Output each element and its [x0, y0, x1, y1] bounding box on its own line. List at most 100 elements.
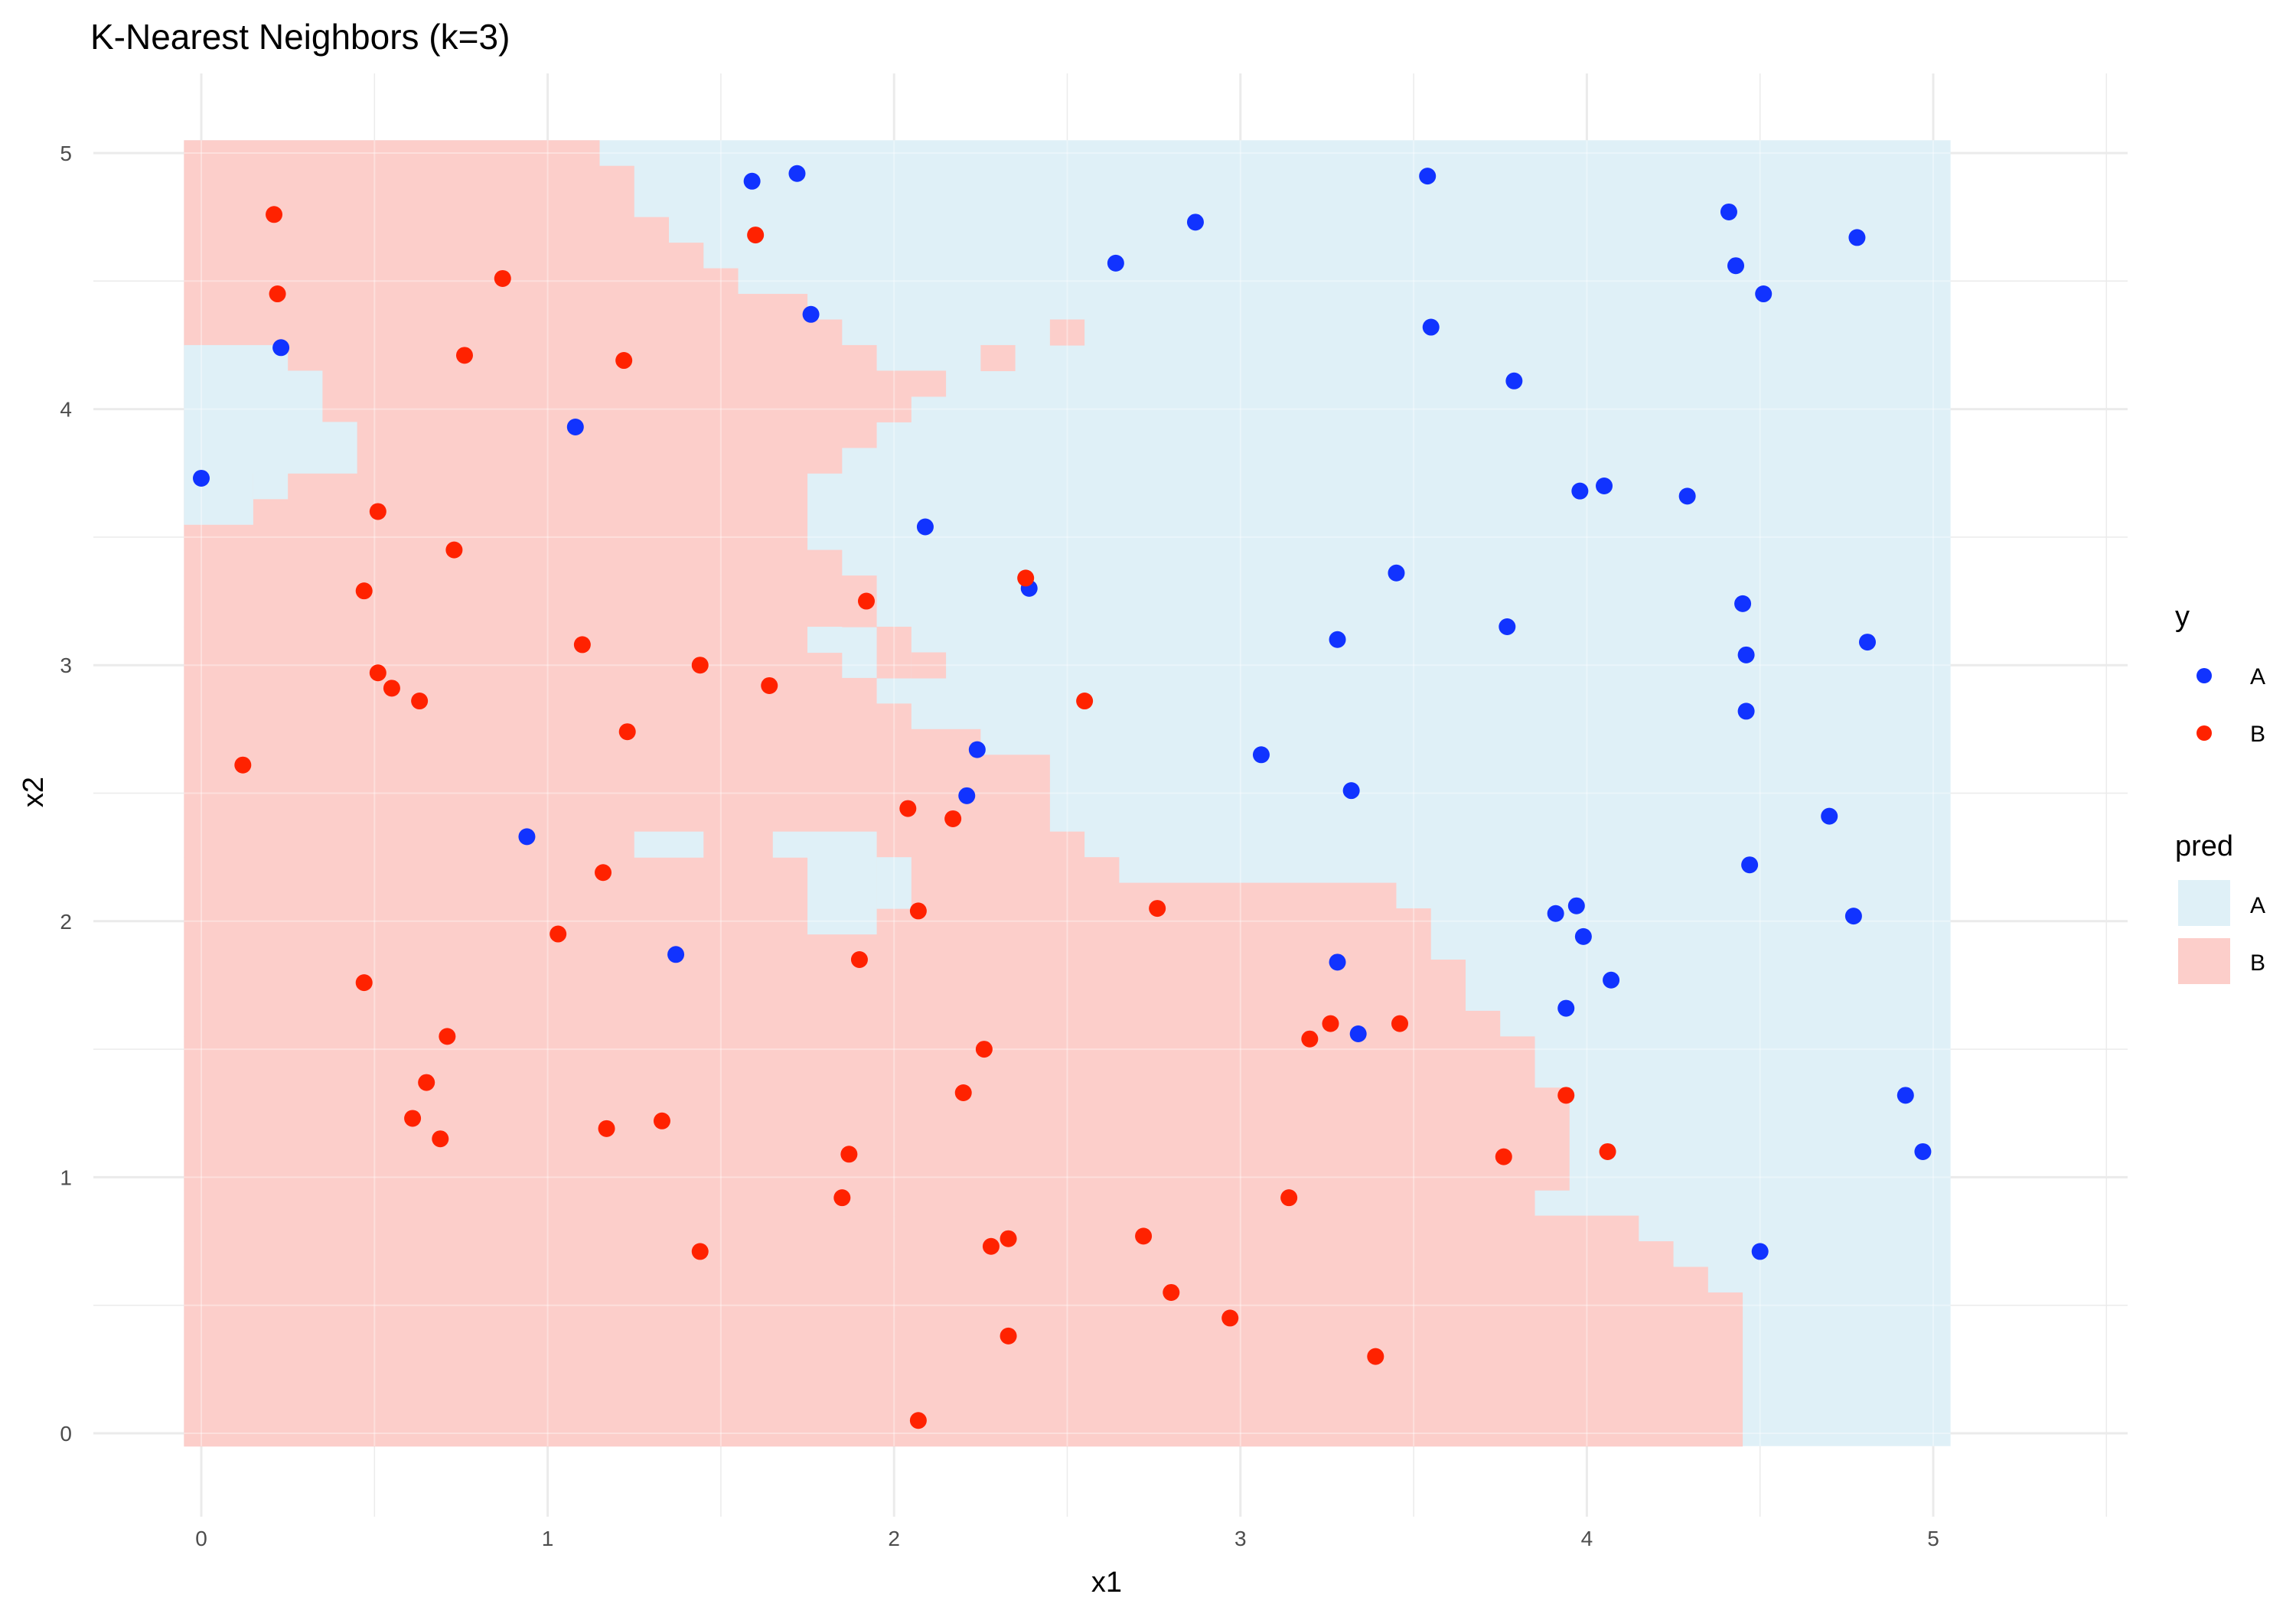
- region-b-cell: [184, 524, 808, 551]
- x-axis-title: x1: [1091, 1566, 1122, 1599]
- point-class-b: [369, 664, 386, 682]
- point-class-b: [1391, 1015, 1408, 1032]
- y-axis-ticks: 0 1 2 3 4 5: [60, 142, 72, 1446]
- region-a-cell: [184, 370, 323, 422]
- point-class-a: [1914, 1143, 1932, 1160]
- point-class-b: [899, 800, 917, 817]
- point-class-b: [1495, 1148, 1512, 1165]
- point-class-b: [369, 503, 386, 520]
- point-class-b: [982, 1237, 1000, 1255]
- point-class-a: [1821, 807, 1838, 825]
- region-b-cell: [184, 857, 1120, 884]
- point-class-b: [761, 676, 778, 694]
- point-class-b: [975, 1041, 993, 1058]
- region-b-cell: [184, 165, 634, 218]
- point-class-b: [1163, 1283, 1180, 1301]
- legend-y-a-marker: [2197, 668, 2212, 683]
- region-b-cell: [184, 1215, 1639, 1242]
- region-b-cell: [184, 1318, 1743, 1447]
- point-class-a: [1720, 203, 1737, 220]
- point-class-a: [1107, 254, 1124, 272]
- region-b-cell: [184, 677, 877, 704]
- point-class-b: [595, 864, 612, 882]
- point-class-b: [455, 347, 473, 364]
- point-class-a: [1571, 482, 1589, 500]
- point-class-b: [266, 206, 283, 223]
- point-class-b: [944, 810, 962, 827]
- legend-pred-a-label: A: [2250, 893, 2265, 918]
- x-tick-label: 0: [195, 1527, 207, 1550]
- point-class-b: [1322, 1015, 1339, 1032]
- point-class-b: [1149, 900, 1166, 918]
- point-class-a: [1505, 372, 1523, 390]
- point-class-a: [1342, 782, 1360, 800]
- point-class-b: [615, 352, 633, 370]
- region-b-cell: [184, 729, 981, 755]
- region-a-cell: [807, 857, 877, 935]
- x-tick-label: 2: [888, 1527, 900, 1550]
- point-class-a: [743, 172, 761, 190]
- region-b-cell: [184, 1266, 1708, 1293]
- point-class-b: [1076, 693, 1094, 710]
- region-a-cell: [184, 422, 357, 474]
- point-class-b: [383, 680, 400, 697]
- point-class-a: [1574, 927, 1592, 945]
- point-class-b: [954, 1084, 972, 1101]
- point-class-a: [518, 828, 536, 846]
- point-class-a: [958, 787, 976, 804]
- region-b-cell: [184, 575, 877, 627]
- decision-regions: [184, 140, 1951, 1447]
- region-b-cell: [184, 882, 1397, 909]
- point-class-a: [1557, 999, 1575, 1017]
- point-class-b: [618, 723, 636, 741]
- point-class-b: [909, 902, 927, 920]
- point-class-a: [1848, 229, 1866, 246]
- region-b-cell: [980, 344, 1016, 372]
- region-b-cell: [184, 319, 843, 346]
- point-class-b: [411, 693, 429, 710]
- point-class-a: [667, 946, 685, 963]
- y-tick-label: 3: [60, 654, 72, 677]
- point-class-a: [1734, 595, 1752, 612]
- point-class-a: [1547, 905, 1564, 922]
- region-b-cell: [184, 217, 670, 243]
- data-points: [193, 165, 1932, 1429]
- point-class-a: [968, 741, 986, 758]
- point-class-a: [1844, 908, 1862, 925]
- region-b-cell: [1049, 319, 1085, 346]
- x-tick-label: 4: [1581, 1527, 1593, 1550]
- region-b-cell: [184, 294, 808, 321]
- point-class-a: [1603, 971, 1620, 989]
- point-class-b: [1221, 1309, 1239, 1327]
- region-a-cell: [184, 344, 289, 372]
- point-class-a: [1388, 564, 1405, 582]
- point-class-b: [355, 582, 373, 600]
- region-b-cell: [184, 243, 704, 269]
- point-class-b: [850, 950, 868, 968]
- point-class-b: [1135, 1227, 1153, 1245]
- y-tick-label: 1: [60, 1165, 72, 1189]
- region-b-cell: [184, 1292, 1743, 1319]
- point-class-b: [234, 756, 252, 774]
- y-tick-label: 0: [60, 1422, 72, 1446]
- point-class-a: [1252, 746, 1270, 764]
- legend-pred-b-swatch: [2178, 938, 2230, 984]
- point-class-a: [1737, 646, 1755, 663]
- legend-y-b-marker: [2197, 725, 2212, 741]
- region-b-cell: [184, 652, 843, 679]
- region-b-cell: [184, 1241, 1674, 1268]
- point-class-b: [909, 1412, 927, 1429]
- point-class-a: [193, 469, 210, 487]
- point-class-a: [1741, 856, 1759, 874]
- legend-pred-b-label: B: [2250, 950, 2265, 976]
- point-class-b: [691, 1243, 709, 1260]
- x-tick-label: 3: [1234, 1527, 1247, 1550]
- region-b-cell: [184, 755, 1050, 781]
- point-class-a: [916, 518, 934, 536]
- point-class-b: [445, 541, 463, 559]
- y-axis-title: x2: [18, 777, 50, 807]
- point-class-b: [1599, 1143, 1616, 1160]
- point-class-b: [439, 1028, 456, 1045]
- region-b-cell: [184, 627, 808, 654]
